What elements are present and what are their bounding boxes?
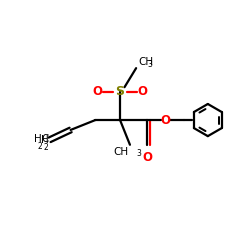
Text: H: H xyxy=(40,135,48,145)
Text: 3: 3 xyxy=(136,149,141,158)
Text: CH: CH xyxy=(138,57,153,67)
Text: 2: 2 xyxy=(44,143,48,152)
Text: O: O xyxy=(143,151,153,164)
Text: 3: 3 xyxy=(148,60,152,69)
Text: O: O xyxy=(137,85,147,98)
Text: H: H xyxy=(34,134,41,143)
Text: 2: 2 xyxy=(38,142,43,151)
Text: C: C xyxy=(42,134,49,143)
Text: O: O xyxy=(93,85,103,98)
Text: CH: CH xyxy=(114,147,129,157)
Text: S: S xyxy=(116,85,124,98)
Text: O: O xyxy=(161,114,171,126)
